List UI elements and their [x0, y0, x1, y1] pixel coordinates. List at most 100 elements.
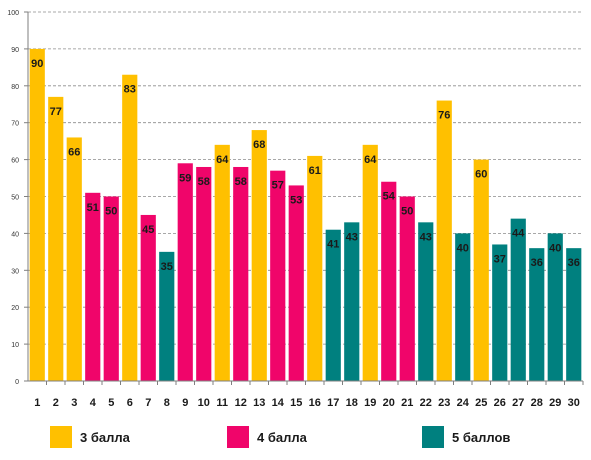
x-tick-label: 10 [198, 397, 210, 409]
y-tick-label: 90 [11, 47, 19, 54]
bar [233, 166, 249, 381]
y-tick-label: 60 [11, 158, 19, 165]
bar [103, 196, 119, 381]
bar [418, 222, 434, 381]
axes [24, 11, 584, 385]
bar [399, 196, 415, 381]
bar-value-label: 50 [105, 206, 117, 218]
bars [29, 48, 582, 382]
x-tick-label: 25 [475, 397, 487, 409]
y-tick-label: 30 [11, 268, 19, 275]
bar [85, 192, 101, 381]
bar-value-label: 64 [364, 154, 377, 166]
bar [529, 248, 545, 381]
x-tick-label: 19 [364, 397, 376, 409]
bar [288, 185, 304, 381]
x-tick-label: 18 [346, 397, 358, 409]
bar-value-label: 50 [401, 206, 413, 218]
bar-value-label: 57 [272, 180, 284, 192]
bar-value-label: 60 [475, 169, 487, 181]
x-tick-label: 21 [401, 397, 413, 409]
bar-value-label: 36 [568, 257, 580, 269]
bar-value-label: 53 [290, 194, 302, 206]
x-axis-ticks: 1 2 3 4 5 6 7 8 9 10 11 12 13 14 15 16 17 18 19 20 21 22 23 24 2… [34, 397, 580, 409]
legend-label-3: 3 балла [80, 429, 130, 445]
bar-value-label: 41 [327, 239, 339, 251]
x-tick-label: 1 [34, 397, 40, 409]
bar-value-label: 44 [512, 228, 525, 240]
bar [492, 244, 508, 381]
bar [566, 248, 582, 381]
bar [177, 163, 193, 381]
bar-value-label: 36 [531, 257, 543, 269]
y-axis-ticks: 0 10 20 30 40 50 60 70 80 90 100 [7, 10, 19, 386]
bar [140, 214, 156, 381]
x-tick-label: 13 [253, 397, 265, 409]
y-tick-label: 70 [11, 121, 19, 128]
bar [362, 144, 378, 381]
bar [344, 222, 360, 381]
bar [48, 96, 64, 382]
bar [251, 130, 267, 381]
bar [66, 137, 82, 381]
x-tick-label: 22 [420, 397, 432, 409]
bar [436, 100, 452, 381]
bar-value-label: 90 [31, 58, 43, 70]
x-tick-label: 30 [568, 397, 580, 409]
bar-value-label: 83 [124, 84, 136, 96]
bar-value-label: 64 [216, 154, 229, 166]
y-tick-label: 0 [15, 379, 19, 386]
legend-item-3: 3 балла [50, 425, 130, 449]
x-tick-label: 12 [235, 397, 247, 409]
x-tick-label: 17 [327, 397, 339, 409]
bar [196, 166, 212, 381]
bar-value-label: 40 [457, 242, 469, 254]
x-tick-label: 26 [494, 397, 506, 409]
bar-value-label: 58 [235, 176, 247, 188]
bar-value-label: 51 [87, 202, 99, 214]
x-tick-label: 28 [531, 397, 543, 409]
x-tick-label: 5 [108, 397, 114, 409]
x-tick-label: 29 [549, 397, 561, 409]
bar [547, 233, 563, 381]
legend-item-4: 4 балла [227, 425, 307, 449]
x-tick-label: 24 [457, 397, 470, 409]
bar-value-label: 59 [179, 172, 191, 184]
x-tick-label: 20 [383, 397, 395, 409]
gridlines [28, 11, 583, 345]
x-tick-label: 2 [53, 397, 59, 409]
bar-value-label: 54 [383, 191, 396, 203]
y-tick-label: 40 [11, 231, 19, 238]
bar-value-label: 43 [420, 231, 432, 243]
bar-value-label: 66 [68, 146, 80, 158]
bar-value-label: 61 [309, 165, 321, 177]
legend-swatch-3 [50, 426, 72, 448]
bar-value-label: 35 [161, 261, 173, 273]
bar [455, 233, 471, 381]
bar-value-label: 77 [50, 106, 62, 118]
x-tick-label: 15 [290, 397, 302, 409]
bar [29, 48, 45, 382]
bar-value-label: 58 [198, 176, 210, 188]
x-tick-label: 27 [512, 397, 524, 409]
bar-value-label: 37 [494, 253, 506, 265]
bar [270, 170, 286, 381]
bar [473, 159, 489, 381]
x-tick-label: 3 [71, 397, 77, 409]
bar-value-label: 43 [346, 231, 358, 243]
bar [510, 218, 526, 381]
legend-swatch-4 [227, 426, 249, 448]
y-tick-label: 10 [11, 342, 19, 349]
bar [307, 155, 323, 381]
legend-swatch-5 [422, 426, 444, 448]
bar [159, 251, 175, 381]
bar-value-label: 40 [549, 242, 561, 254]
bar-value-label: 76 [438, 110, 450, 122]
x-tick-label: 16 [309, 397, 321, 409]
bar [214, 144, 230, 381]
bar-value-label: 45 [142, 224, 154, 236]
x-tick-label: 8 [164, 397, 170, 409]
bar-value-label: 68 [253, 139, 265, 151]
x-tick-label: 7 [145, 397, 151, 409]
